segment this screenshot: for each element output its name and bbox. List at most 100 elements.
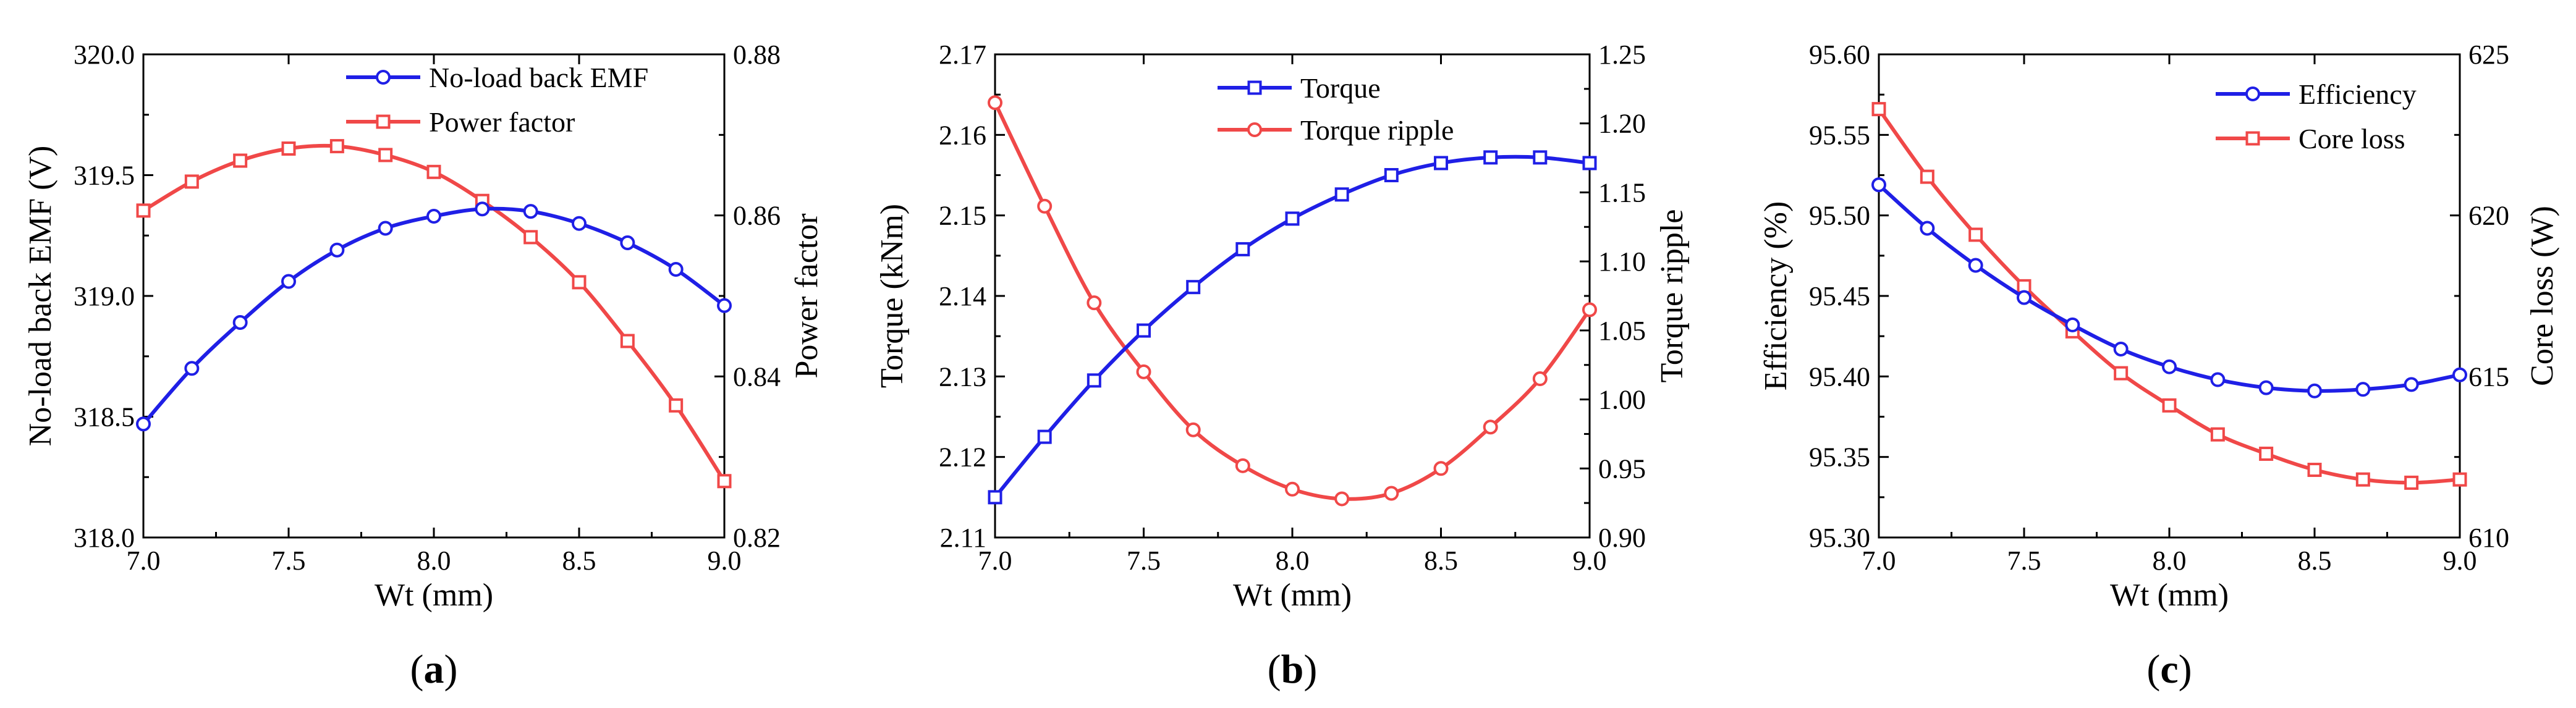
- data-point-power-factor: [233, 153, 248, 168]
- y-right-tick-label: 1.00: [1598, 385, 1646, 415]
- y-left-tick-label: 319.5: [74, 161, 135, 191]
- legend: No-load back EMF Power factor: [346, 62, 648, 138]
- data-point-efficiency: [2404, 377, 2419, 392]
- series-line-power-factor: [142, 143, 726, 483]
- panel-b: 7.0 7.5 8.0 8.5 9.0 2.11 2.12 2.13 2.14 2.15 2.16 2…: [875, 40, 1690, 692]
- data-point-torque: [1582, 156, 1597, 171]
- data-point-torque-ripple: [1532, 371, 1548, 387]
- data-point-efficiency: [1920, 221, 1935, 236]
- panel-c: 7.0 7.5 8.0 8.5 9.0 95.30 95.35 95.40 95.45 95.50…: [1758, 40, 2560, 692]
- data-point-efficiency: [2452, 367, 2467, 382]
- data-point-torque: [1384, 168, 1399, 182]
- panel-caption: (b): [1268, 647, 1318, 692]
- x-axis-label: Wt (mm): [375, 578, 493, 613]
- legend: Efficiency Core loss: [2216, 78, 2417, 154]
- y-left-axis-label: Efficiency (%): [1758, 201, 1794, 391]
- x-tick-label: 8.5: [2298, 546, 2332, 576]
- y-left-axis-label: Torque (kNm): [875, 204, 910, 388]
- data-point-no-load-back-emf: [620, 235, 635, 250]
- panel-caption: (c): [2146, 647, 2192, 692]
- y-left-tick-label: 95.35: [1809, 442, 1870, 473]
- series-no-load-back-emf: [136, 201, 732, 432]
- y-left-tick-label: 95.55: [1809, 120, 1870, 150]
- caption-open-paren: (: [1268, 647, 1281, 692]
- y-right-tick-label: 615: [2468, 361, 2509, 392]
- data-point-no-load-back-emf: [668, 261, 684, 277]
- data-point-power-factor: [620, 334, 635, 348]
- y-right-tick-label: 0.84: [733, 361, 781, 392]
- data-point-torque-ripple: [1483, 419, 1498, 435]
- x-tick-label: 7.5: [2007, 546, 2041, 576]
- data-point-power-factor: [136, 203, 151, 218]
- y-right-tick-label: 1.05: [1598, 316, 1646, 346]
- data-point-torque: [1533, 150, 1548, 165]
- data-point-efficiency: [2210, 372, 2226, 387]
- data-point-efficiency: [2355, 382, 2371, 397]
- data-point-torque: [1285, 211, 1300, 226]
- data-point-torque-ripple: [1235, 458, 1250, 473]
- legend-marker-efficiency: [2245, 86, 2260, 101]
- y-right-tick-label: 610: [2468, 523, 2509, 553]
- x-tick-label: 8.5: [562, 546, 596, 576]
- legend-label-core-loss: Core loss: [2298, 123, 2405, 154]
- data-point-no-load-back-emf: [426, 208, 441, 224]
- y-left-tick-label: 318.0: [74, 523, 135, 553]
- series-line-torque: [993, 154, 1590, 499]
- data-point-torque: [1186, 280, 1201, 295]
- data-point-no-load-back-emf: [184, 361, 200, 376]
- x-tick-label: 8.0: [417, 546, 451, 576]
- caption-close-paren: ): [2179, 647, 2192, 692]
- data-point-core-loss: [1920, 169, 1934, 184]
- y-left-tick-label: 2.13: [939, 361, 986, 392]
- caption-letter: b: [1281, 647, 1304, 692]
- x-tick-label: 9.0: [1573, 546, 1607, 576]
- legend-label-torque: Torque: [1300, 72, 1381, 104]
- plot-frame: [994, 53, 1591, 539]
- data-point-torque-ripple: [1285, 481, 1300, 497]
- data-point-torque: [1087, 373, 1101, 388]
- y-left-axis-label: No-load back EMF (V): [23, 146, 58, 447]
- x-tick-label: 8.0: [2153, 546, 2187, 576]
- y-right-tick-label: 0.86: [733, 201, 781, 231]
- data-point-core-loss: [2259, 446, 2274, 461]
- data-point-no-load-back-emf: [136, 416, 151, 432]
- data-point-no-load-back-emf: [572, 216, 587, 231]
- data-point-torque: [1037, 429, 1052, 444]
- legend-label-no-load-back-emf: No-load back EMF: [429, 62, 648, 93]
- data-point-efficiency: [2065, 317, 2080, 332]
- data-point-torque-ripple: [1087, 295, 1102, 311]
- legend-marker-power-factor: [376, 114, 391, 129]
- y-right-axis-label: Power factor: [789, 213, 824, 378]
- data-point-torque: [1434, 156, 1448, 171]
- y-right-tick-label: 620: [2468, 201, 2509, 231]
- y-left-tick-label: 95.40: [1809, 361, 1870, 392]
- data-point-torque: [988, 490, 1002, 505]
- data-point-power-factor: [329, 139, 344, 154]
- x-tick-label: 7.5: [1127, 546, 1161, 576]
- data-point-core-loss: [2114, 366, 2129, 381]
- data-point-no-load-back-emf: [717, 298, 732, 313]
- data-point-efficiency: [2017, 290, 2032, 305]
- series-line-core-loss: [1877, 107, 2460, 485]
- y-right-tick-label: 0.95: [1598, 453, 1646, 484]
- data-point-torque-ripple: [1433, 461, 1449, 476]
- x-tick-label: 9.0: [2443, 546, 2477, 576]
- y-left-tick-label: 2.11: [940, 523, 986, 553]
- y-left-tick-label: 2.16: [939, 120, 986, 150]
- legend-label-torque-ripple: Torque ripple: [1300, 114, 1454, 146]
- data-point-efficiency: [2307, 383, 2322, 398]
- data-point-no-load-back-emf: [378, 221, 393, 236]
- x-axis-label: Wt (mm): [1233, 578, 1352, 613]
- x-tick-label: 8.5: [1424, 546, 1458, 576]
- y-left-tick-label: 319.0: [74, 281, 135, 311]
- x-tick-label: 8.0: [1276, 546, 1310, 576]
- data-point-core-loss: [2452, 472, 2467, 487]
- data-point-no-load-back-emf: [329, 242, 345, 258]
- legend-marker-torque-ripple: [1247, 122, 1262, 137]
- series-line-no-load-back-emf: [142, 206, 726, 426]
- y-left-tick-label: 95.30: [1809, 523, 1870, 553]
- caption-close-paren: ): [1303, 647, 1317, 692]
- data-point-core-loss: [2307, 463, 2322, 478]
- x-tick-label: 9.0: [708, 546, 742, 576]
- data-point-torque: [1137, 323, 1151, 338]
